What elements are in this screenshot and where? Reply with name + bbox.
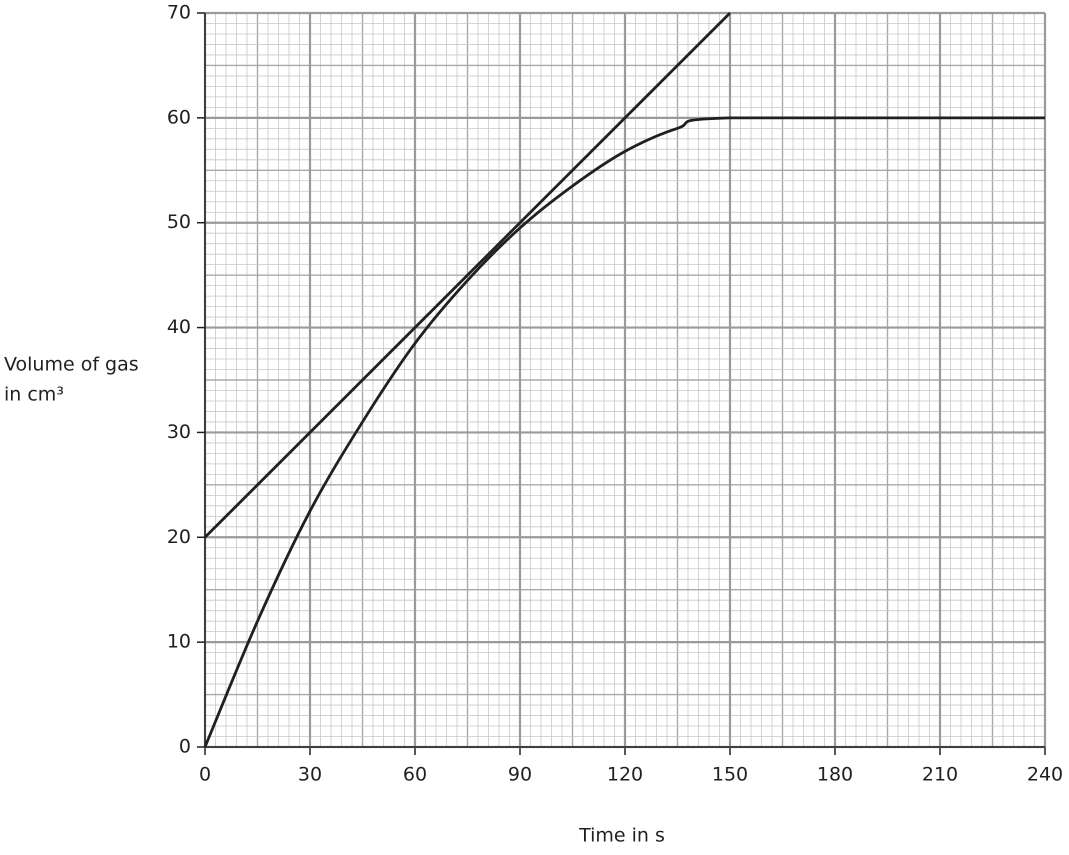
y-tick-label: 70 [167,2,191,24]
x-tick-label: 90 [508,764,532,786]
y-tick-label: 50 [167,211,191,233]
y-tick-label: 40 [167,316,191,338]
x-tick-label: 30 [298,764,322,786]
line [204,12,731,539]
y-axis-label: Volume of gas [4,354,139,376]
y-tick-label: 60 [167,106,191,128]
y-tick-label: 10 [167,631,191,653]
x-tick-label: 150 [712,764,748,786]
x-tick-label: 240 [1027,764,1063,786]
x-tick-label: 60 [403,764,427,786]
x-axis-label: Time in s [578,825,665,847]
y-tick-label: 30 [167,421,191,443]
y-axis-label: in cm³ [4,384,64,406]
y-tick-label: 0 [179,736,191,758]
x-tick-label: 210 [922,764,958,786]
x-tick-label: 0 [199,764,211,786]
x-tick-label: 180 [817,764,853,786]
y-tick-label: 20 [167,526,191,548]
line [203,116,1045,748]
x-tick-label: 120 [607,764,643,786]
